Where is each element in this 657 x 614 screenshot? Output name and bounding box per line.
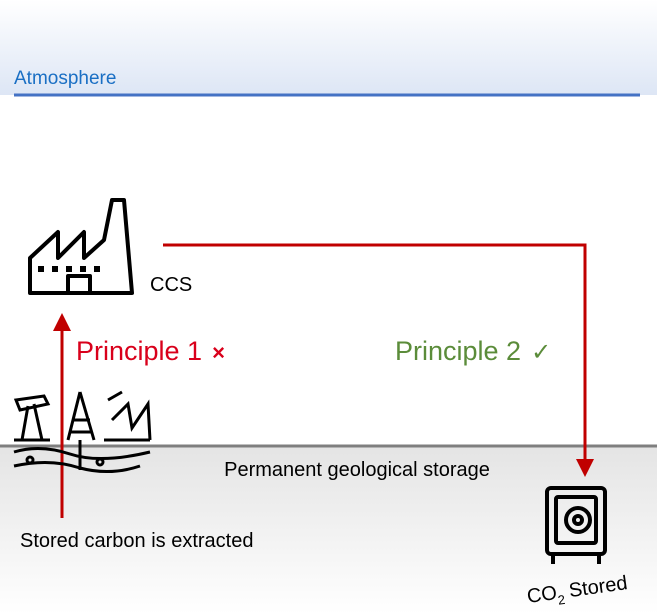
factory-windows xyxy=(38,266,100,272)
principle-2-label: Principle 2 xyxy=(395,336,521,366)
stored-label-sub: 2 xyxy=(557,592,566,608)
principle-2-symbol: ✓ xyxy=(531,339,551,366)
principle-1: Principle 1 × xyxy=(76,336,225,366)
extraction-label: Stored carbon is extracted xyxy=(20,530,253,552)
safe-icon xyxy=(545,486,607,564)
atmosphere-label: Atmosphere xyxy=(14,68,116,89)
storage-label: Permanent geological storage xyxy=(224,459,490,481)
principle-2: Principle 2 ✓ xyxy=(395,336,551,366)
stored-label-co: CO xyxy=(526,582,559,608)
extraction-icon xyxy=(13,390,152,473)
principle-1-symbol: × xyxy=(212,340,225,365)
principle-1-label: Principle 1 xyxy=(76,336,202,366)
atmosphere-zone xyxy=(0,0,657,95)
factory-icon xyxy=(28,198,134,295)
storage-arrow xyxy=(163,243,594,477)
ccs-label: CCS xyxy=(150,274,192,296)
